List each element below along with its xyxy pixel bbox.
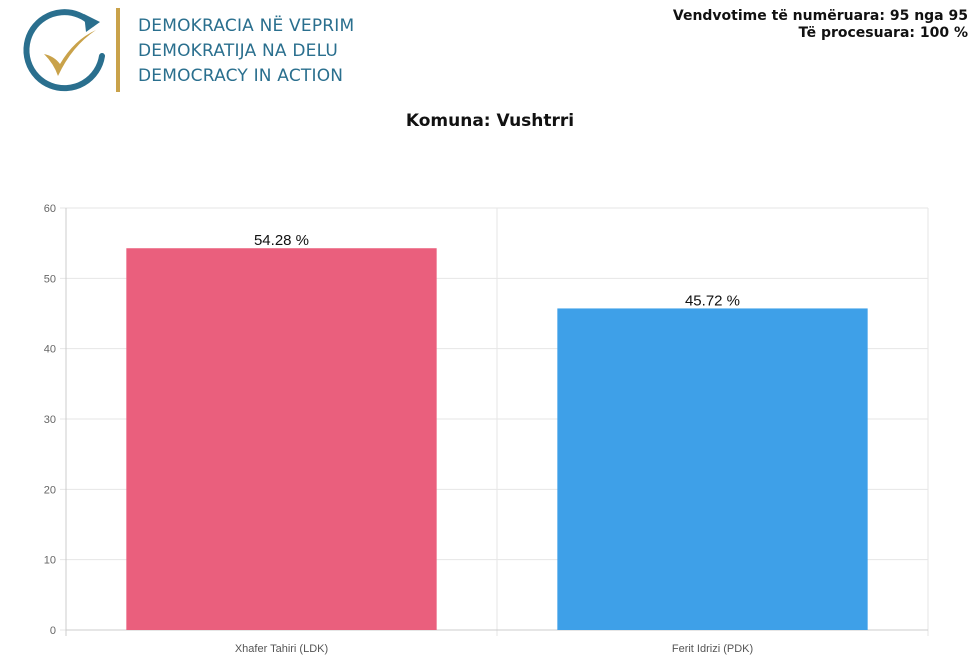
org-name-albanian: DEMOKRACIA NË VEPRIM — [138, 16, 355, 36]
y-tick-label: 60 — [44, 203, 56, 215]
x-category-label: Xhafer Tahiri (LDK) — [235, 643, 328, 655]
y-tick-label: 40 — [44, 344, 56, 356]
org-name-english: DEMOCRACY IN ACTION — [138, 66, 344, 86]
y-tick-label: 30 — [44, 414, 56, 426]
polling-stations-counted: Vendvotime të numëruara: 95 nga 95 — [672, 8, 968, 24]
logo-icon — [23, 9, 105, 92]
chart-title: Komuna: Vushtrri — [405, 111, 575, 131]
x-category-label: Ferit Idrizi (PDK) — [672, 643, 753, 655]
organization-name: DEMOKRACIA NË VEPRIM DEMOKRATIJA NA DELU… — [138, 14, 354, 89]
counting-status: Vendvotime të numëruara: 95 nga 95 Të pr… — [673, 8, 968, 42]
bar — [557, 308, 868, 630]
y-tick-label: 0 — [50, 625, 56, 637]
org-name-serbian: DEMOKRATIJA NA DELU — [138, 41, 339, 61]
bar-data-label: 45.72 % — [685, 292, 740, 309]
y-tick-label: 20 — [44, 484, 56, 496]
y-tick-label: 50 — [44, 273, 56, 285]
logo-divider — [116, 8, 120, 92]
processed-percentage: Të procesuara: 100 % — [798, 25, 968, 41]
y-tick-label: 10 — [44, 555, 56, 567]
bar — [126, 248, 437, 631]
bar-data-label: 54.28 % — [254, 232, 309, 249]
